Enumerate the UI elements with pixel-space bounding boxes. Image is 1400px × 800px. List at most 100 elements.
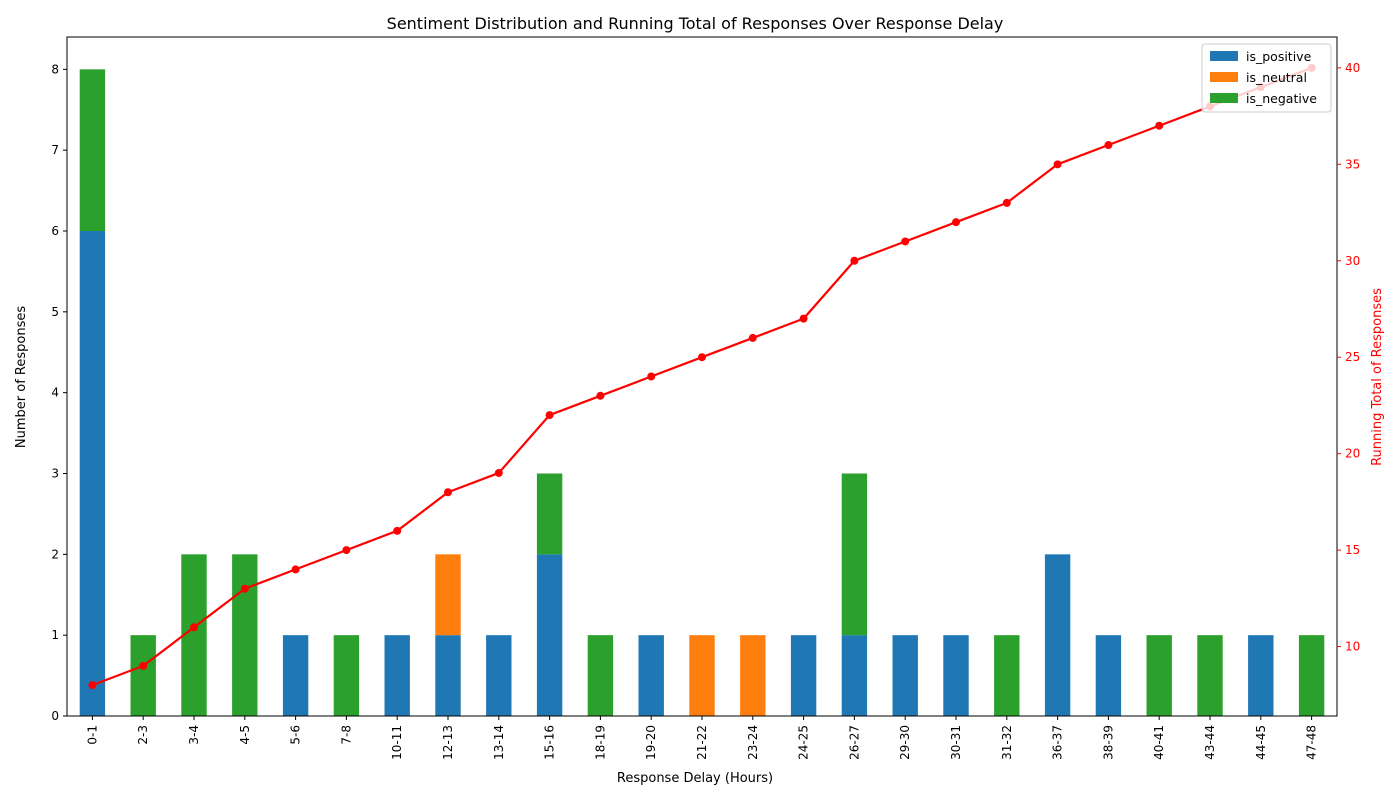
- x-tick-label-44-45: 44-45: [1254, 725, 1268, 760]
- running-total-point-30-31: [952, 218, 960, 227]
- bar-is_neutral-21-22: [689, 635, 715, 716]
- running-total-point-24-25: [799, 314, 808, 323]
- bar-is_positive-15-16: [536, 554, 563, 716]
- x-tick-label-40-41: 40-41: [1152, 725, 1166, 760]
- x-tick-label-0-1: 0-1: [85, 725, 99, 745]
- y-axis-label: Number of Responses: [14, 306, 29, 448]
- bar-is_positive-29-30: [892, 635, 918, 716]
- legend-swatch-is_negative: [1210, 93, 1238, 103]
- running-total-point-4-5: [240, 584, 249, 593]
- x-tick-label-43-44: 43-44: [1203, 725, 1217, 760]
- x-tick-label-2-3: 2-3: [136, 725, 150, 745]
- running-total-point-36-37: [1053, 160, 1062, 169]
- y2-tick-label-15: 15: [1345, 543, 1360, 557]
- bar-is_negative-31-32: [994, 635, 1020, 716]
- bar-is_negative-26-27: [841, 473, 868, 636]
- bar-is_negative-18-19: [587, 635, 614, 716]
- bar-is_positive-26-27: [841, 635, 868, 716]
- y2-tick-label-30: 30: [1345, 254, 1360, 268]
- x-tick-label-4-5: 4-5: [238, 725, 252, 745]
- y-tick-label-2: 2: [51, 547, 59, 561]
- x-tick-label-10-11: 10-11: [390, 725, 404, 760]
- running-total-point-15-16: [545, 411, 554, 420]
- bar-is_positive-24-25: [790, 635, 817, 716]
- bar-is_negative-40-41: [1146, 635, 1172, 716]
- bar-is_negative-2-3: [130, 635, 156, 716]
- bar-is_positive-44-45: [1248, 635, 1274, 716]
- x-tick-label-38-39: 38-39: [1101, 725, 1115, 760]
- y2-tick-label-25: 25: [1345, 350, 1360, 364]
- y2-tick-label-10: 10: [1345, 640, 1360, 654]
- y-tick-label-4: 4: [51, 386, 59, 400]
- bar-is_positive-12-13: [435, 635, 461, 716]
- running-total-point-2-3: [139, 661, 148, 670]
- running-total-point-18-19: [596, 391, 605, 400]
- y-tick-label-6: 6: [51, 224, 59, 238]
- x-tick-label-47-48: 47-48: [1305, 725, 1319, 760]
- bar-is_positive-30-31: [943, 635, 969, 716]
- running-total-point-19-20: [647, 372, 656, 381]
- x-tick-label-30-31: 30-31: [949, 725, 963, 760]
- running-total-point-12-13: [444, 488, 452, 497]
- bar-is_negative-15-16: [536, 473, 563, 555]
- y-tick-label-3: 3: [51, 467, 59, 481]
- x-tick-label-24-25: 24-25: [797, 725, 811, 760]
- bar-is_positive-19-20: [638, 635, 664, 716]
- y-tick-label-0: 0: [51, 709, 59, 723]
- running-total-point-3-4: [190, 623, 198, 632]
- bar-is_positive-36-37: [1044, 554, 1071, 716]
- running-total-point-10-11: [393, 526, 402, 535]
- y2-tick-label-35: 35: [1345, 157, 1360, 171]
- y-tick-label-7: 7: [51, 143, 59, 157]
- y-tick-label-5: 5: [51, 305, 59, 319]
- x-tick-label-3-4: 3-4: [187, 725, 201, 745]
- x-tick-label-26-27: 26-27: [847, 725, 861, 760]
- bar-is_negative-7-8: [333, 635, 360, 716]
- legend-label-is_positive: is_positive: [1246, 49, 1312, 64]
- bar-is_negative-3-4: [181, 554, 207, 716]
- running-total-point-21-22: [698, 353, 706, 362]
- bar-is_negative-0-1: [79, 69, 106, 231]
- running-total-point-26-27: [850, 256, 859, 265]
- running-total-point-5-6: [291, 565, 300, 574]
- x-tick-label-21-22: 21-22: [695, 725, 709, 760]
- x-tick-label-15-16: 15-16: [543, 725, 557, 760]
- legend-swatch-is_neutral: [1210, 72, 1238, 82]
- bar-is_negative-43-44: [1197, 635, 1223, 716]
- running-total-point-29-30: [901, 237, 910, 246]
- y2-axis-label: Running Total of Responses: [1370, 288, 1385, 466]
- legend-label-is_neutral: is_neutral: [1246, 70, 1307, 85]
- bar-is_neutral-23-24: [740, 635, 766, 716]
- running-total-point-13-14: [494, 468, 503, 477]
- bar-is_negative-4-5: [232, 554, 258, 716]
- y-tick-label-8: 8: [51, 62, 59, 76]
- y2-tick-label-40: 40: [1345, 61, 1360, 75]
- x-tick-label-18-19: 18-19: [593, 725, 607, 760]
- x-axis-label: Response Delay (Hours): [617, 771, 773, 786]
- running-total-point-40-41: [1155, 121, 1164, 130]
- x-tick-label-7-8: 7-8: [339, 725, 353, 745]
- bar-is_negative-47-48: [1298, 635, 1325, 716]
- x-tick-label-36-37: 36-37: [1051, 725, 1065, 760]
- x-tick-label-12-13: 12-13: [441, 725, 455, 760]
- x-tick-label-19-20: 19-20: [644, 725, 658, 760]
- bar-is_positive-10-11: [384, 635, 410, 716]
- running-total-point-38-39: [1104, 141, 1113, 150]
- x-tick-label-29-30: 29-30: [898, 725, 912, 760]
- bar-is_positive-13-14: [486, 635, 512, 716]
- legend: is_positive is_neutral is_negative: [1201, 43, 1332, 113]
- running-total-point-0-1: [88, 681, 97, 690]
- x-tick-label-23-24: 23-24: [746, 725, 760, 760]
- running-total-point-31-32: [1002, 198, 1011, 207]
- x-tick-label-31-32: 31-32: [1000, 725, 1014, 760]
- bar-is_positive-38-39: [1095, 635, 1122, 716]
- bar-is_positive-5-6: [282, 635, 309, 716]
- chart-title: Sentiment Distribution and Running Total…: [387, 14, 1004, 33]
- y2-tick-label-20: 20: [1345, 447, 1360, 461]
- y-tick-label-1: 1: [51, 628, 59, 642]
- running-total-point-7-8: [342, 546, 351, 555]
- bar-is_neutral-12-13: [435, 554, 461, 636]
- bar-is_positive-0-1: [79, 231, 106, 716]
- running-total-point-23-24: [748, 333, 757, 342]
